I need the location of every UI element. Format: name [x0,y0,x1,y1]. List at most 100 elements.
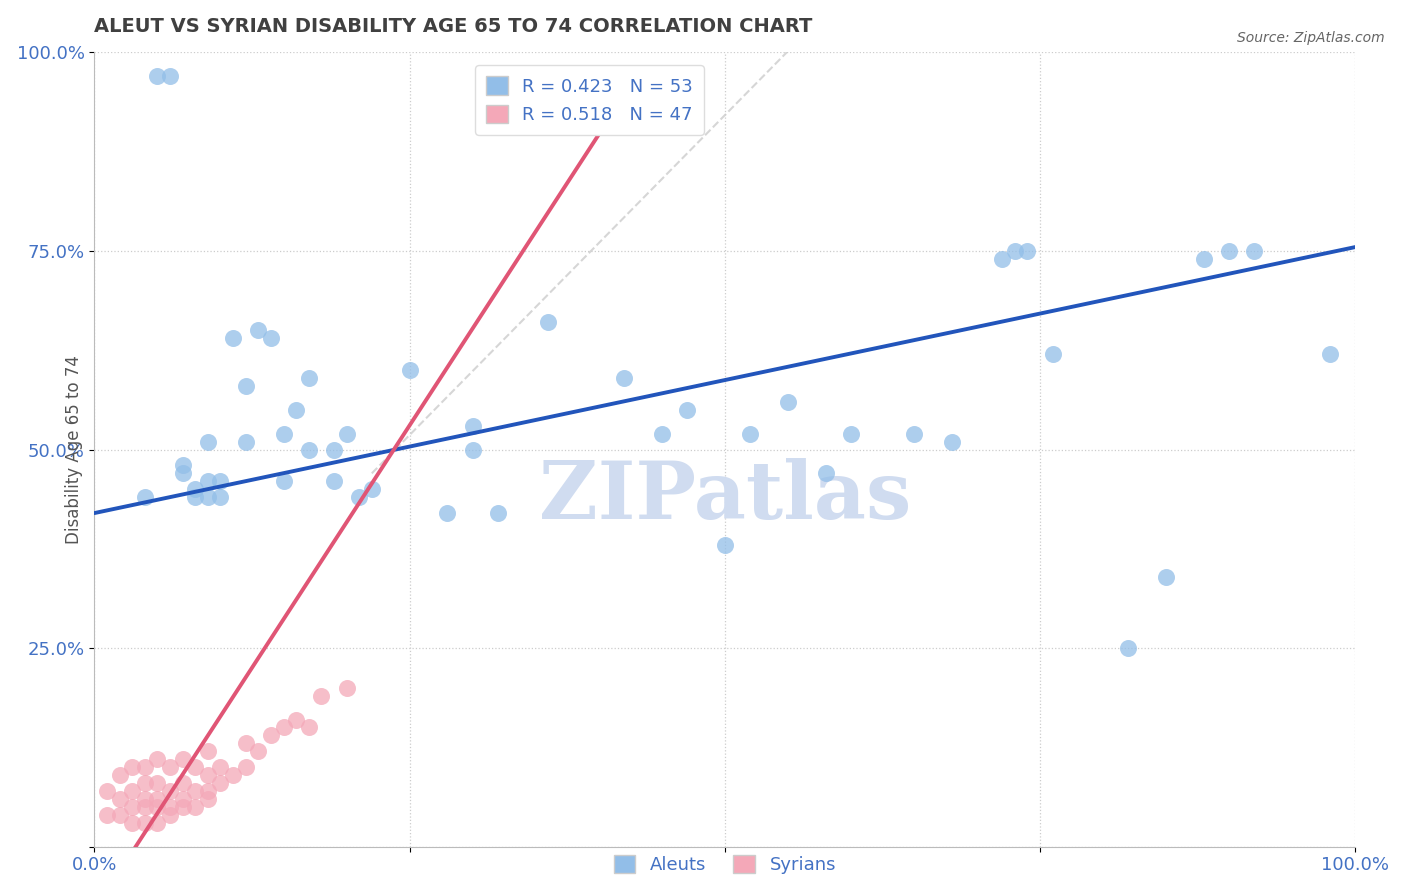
Point [714,538,737,552]
Point [108,768,131,782]
Point [1243,244,1265,258]
Point [172,752,194,766]
Point [172,467,194,481]
Point [108,792,131,806]
Text: Source: ZipAtlas.com: Source: ZipAtlas.com [1237,31,1385,45]
Point [903,426,925,441]
Point [209,475,232,489]
Point [184,482,207,496]
Point [285,713,308,727]
Point [121,760,143,774]
Point [235,379,257,393]
Point [323,442,346,457]
Point [159,800,181,814]
Point [1017,244,1039,258]
Point [197,792,219,806]
Point [776,395,799,409]
Point [146,815,169,830]
Point [285,402,308,417]
Point [197,490,219,504]
Point [235,434,257,449]
Point [1192,252,1215,266]
Text: ALEUT VS SYRIAN DISABILITY AGE 65 TO 74 CORRELATION CHART: ALEUT VS SYRIAN DISABILITY AGE 65 TO 74 … [94,17,813,36]
Point [146,752,169,766]
Point [298,371,321,385]
Point [360,482,382,496]
Point [184,784,207,798]
Point [134,490,156,504]
Point [146,776,169,790]
Point [172,776,194,790]
Point [197,768,219,782]
Point [323,475,346,489]
Point [134,760,156,774]
Legend: Aleuts, Syrians: Aleuts, Syrians [606,847,844,881]
Point [311,689,333,703]
Point [814,467,837,481]
Point [941,434,963,449]
Point [676,402,699,417]
Point [108,807,131,822]
Point [461,442,484,457]
Point [209,490,232,504]
Point [335,426,357,441]
Point [436,506,458,520]
Point [347,490,370,504]
Point [1004,244,1026,258]
Point [222,768,245,782]
Point [134,800,156,814]
Point [273,721,295,735]
Point [159,760,181,774]
Point [260,331,283,345]
Point [1118,641,1140,656]
Point [146,792,169,806]
Point [651,426,673,441]
Point [121,815,143,830]
Point [172,800,194,814]
Point [273,475,295,489]
Point [134,776,156,790]
Point [1154,569,1177,583]
Point [738,426,761,441]
Point [1319,347,1341,361]
Point [96,784,118,798]
Point [298,721,321,735]
Point [398,363,420,377]
Point [1042,347,1064,361]
Point [96,807,118,822]
Point [121,800,143,814]
Point [461,418,484,433]
Point [537,316,560,330]
Point [172,792,194,806]
Point [121,784,143,798]
Point [235,736,257,750]
Point [197,744,219,758]
Point [209,776,232,790]
Point [197,475,219,489]
Point [159,784,181,798]
Point [247,744,270,758]
Point [626,70,648,84]
Point [335,681,357,695]
Point [184,490,207,504]
Point [260,728,283,742]
Point [184,800,207,814]
Point [613,371,636,385]
Point [146,70,169,84]
Point [235,760,257,774]
Point [172,458,194,473]
Point [273,426,295,441]
Point [159,70,181,84]
Point [839,426,862,441]
Y-axis label: Disability Age 65 to 74: Disability Age 65 to 74 [65,355,83,544]
Point [197,434,219,449]
Point [159,807,181,822]
Point [991,252,1014,266]
Point [247,323,270,337]
Point [222,331,245,345]
Point [146,800,169,814]
Point [209,760,232,774]
Point [134,815,156,830]
Point [184,760,207,774]
Point [134,792,156,806]
